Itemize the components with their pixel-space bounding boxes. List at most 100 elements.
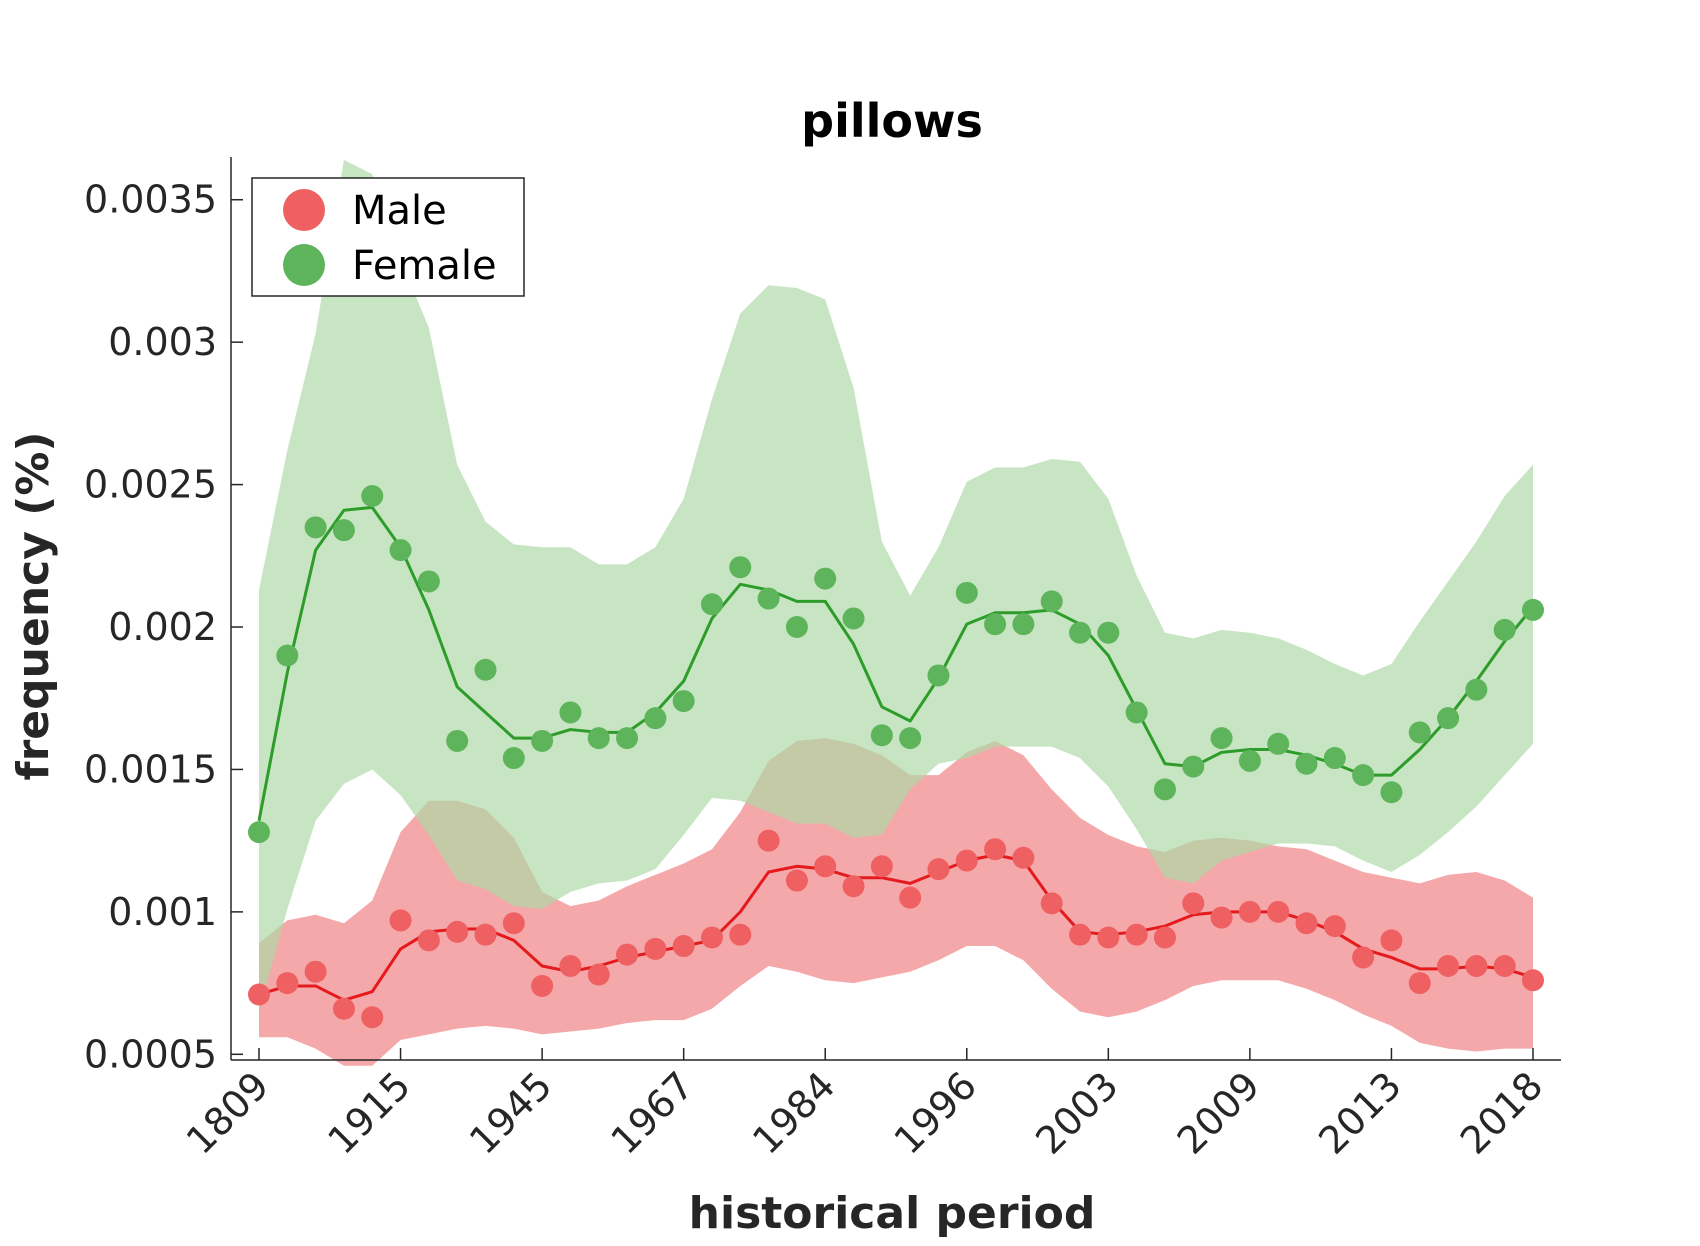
legend: Male Female xyxy=(251,177,525,297)
point-male-10 xyxy=(531,974,554,997)
legend-marker-female xyxy=(283,244,325,286)
point-female-20 xyxy=(814,567,837,590)
point-female-4 xyxy=(361,484,384,507)
point-male-17 xyxy=(729,923,752,946)
point-male-25 xyxy=(955,849,978,872)
point-female-25 xyxy=(955,581,978,604)
plot-area xyxy=(248,159,1544,1066)
point-female-7 xyxy=(446,729,469,752)
point-male-45 xyxy=(1522,969,1544,992)
legend-label-female: Female xyxy=(352,243,497,289)
point-female-41 xyxy=(1408,721,1431,744)
point-male-0 xyxy=(248,983,270,1006)
point-female-10 xyxy=(531,729,554,752)
point-female-23 xyxy=(899,727,922,750)
point-male-37 xyxy=(1295,912,1318,935)
point-female-37 xyxy=(1295,752,1318,775)
point-male-6 xyxy=(417,929,440,952)
point-male-28 xyxy=(1040,892,1063,915)
point-male-5 xyxy=(389,909,412,932)
line-female xyxy=(257,505,1535,822)
point-female-38 xyxy=(1323,747,1346,770)
x-axis-label: historical period xyxy=(689,1188,1096,1239)
point-female-34 xyxy=(1210,727,1233,750)
legend-marker-male xyxy=(283,189,325,231)
point-male-31 xyxy=(1125,923,1148,946)
point-male-39 xyxy=(1352,946,1375,969)
point-male-7 xyxy=(446,920,469,943)
point-male-23 xyxy=(899,886,922,909)
point-female-8 xyxy=(474,658,497,681)
point-female-26 xyxy=(984,613,1007,636)
point-male-20 xyxy=(814,855,837,878)
point-male-18 xyxy=(757,829,780,852)
point-female-32 xyxy=(1153,778,1176,801)
point-male-27 xyxy=(1012,846,1035,869)
point-male-34 xyxy=(1210,906,1233,929)
point-female-9 xyxy=(502,747,525,770)
point-female-33 xyxy=(1182,755,1205,778)
point-male-22 xyxy=(870,855,893,878)
point-male-29 xyxy=(1069,923,1092,946)
point-male-32 xyxy=(1153,926,1176,949)
point-female-15 xyxy=(672,690,695,713)
point-female-2 xyxy=(304,516,327,539)
point-male-21 xyxy=(842,875,865,898)
point-female-40 xyxy=(1380,781,1403,804)
band-female xyxy=(259,159,1533,1012)
point-male-2 xyxy=(304,960,327,983)
point-male-16 xyxy=(700,926,723,949)
point-male-35 xyxy=(1238,900,1261,923)
point-female-43 xyxy=(1465,678,1488,701)
y-tick-label: 0.002 xyxy=(108,605,217,649)
y-tick-label: 0.0025 xyxy=(84,463,217,507)
point-female-1 xyxy=(276,644,299,667)
point-male-9 xyxy=(502,912,525,935)
point-female-3 xyxy=(332,519,355,542)
point-male-42 xyxy=(1437,955,1460,977)
point-female-6 xyxy=(417,570,440,593)
point-female-39 xyxy=(1352,764,1375,787)
point-male-19 xyxy=(785,869,808,892)
point-male-15 xyxy=(672,935,695,958)
point-female-35 xyxy=(1238,749,1261,772)
point-female-11 xyxy=(559,701,582,724)
point-male-24 xyxy=(927,858,950,881)
point-male-26 xyxy=(984,838,1007,861)
y-tick-label: 0.0005 xyxy=(84,1032,217,1076)
point-male-11 xyxy=(559,955,582,977)
point-female-19 xyxy=(785,616,808,639)
point-male-36 xyxy=(1267,900,1290,923)
point-female-16 xyxy=(700,593,723,616)
point-male-14 xyxy=(644,937,667,960)
legend-label-male: Male xyxy=(352,188,447,234)
point-female-22 xyxy=(870,724,893,747)
point-female-44 xyxy=(1493,618,1516,641)
point-female-18 xyxy=(757,587,780,610)
point-female-45 xyxy=(1522,598,1544,621)
y-tick-label: 0.0015 xyxy=(84,747,217,791)
point-male-41 xyxy=(1408,972,1431,995)
point-female-24 xyxy=(927,664,950,687)
line-male xyxy=(258,853,1534,1002)
point-female-42 xyxy=(1437,707,1460,730)
point-female-28 xyxy=(1040,590,1063,613)
point-female-36 xyxy=(1267,732,1290,755)
point-male-3 xyxy=(332,997,355,1020)
point-female-29 xyxy=(1069,621,1092,644)
point-male-44 xyxy=(1493,955,1516,977)
chart-title: pillows xyxy=(801,94,983,148)
y-tick-label: 0.001 xyxy=(108,890,217,934)
y-axis-label: frequency (%) xyxy=(8,431,59,780)
point-male-38 xyxy=(1323,915,1346,938)
y-tick-label: 0.0035 xyxy=(84,178,217,222)
point-female-27 xyxy=(1012,613,1035,636)
point-female-14 xyxy=(644,707,667,730)
point-female-21 xyxy=(842,607,865,630)
point-male-4 xyxy=(361,1006,384,1029)
y-tick-label: 0.003 xyxy=(108,320,217,364)
point-female-12 xyxy=(587,727,610,750)
point-female-31 xyxy=(1125,701,1148,724)
point-male-1 xyxy=(276,972,299,995)
